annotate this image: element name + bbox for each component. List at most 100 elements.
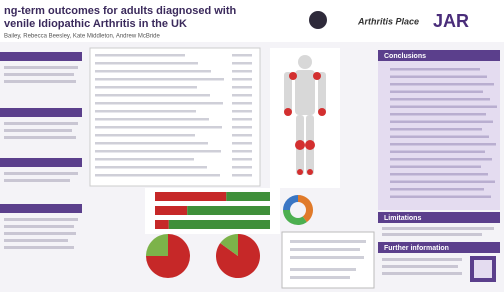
text-line — [95, 134, 195, 137]
text-line — [390, 136, 489, 139]
body-figure — [270, 48, 340, 188]
text-line — [4, 239, 68, 242]
text-line — [390, 173, 488, 176]
text-line — [390, 196, 491, 199]
text-line — [4, 232, 76, 235]
text-line — [232, 54, 252, 57]
text-line — [390, 91, 483, 94]
text-line — [95, 102, 223, 105]
section-header — [0, 158, 82, 167]
text-line — [290, 268, 356, 271]
text-line — [382, 265, 458, 268]
body-torso — [295, 70, 315, 115]
section-title: Limitations — [384, 215, 421, 222]
bar-segment — [155, 220, 169, 229]
text-line — [290, 256, 364, 259]
joint-spot — [289, 72, 297, 80]
text-line — [95, 110, 196, 113]
text-line — [95, 86, 197, 89]
text-line — [382, 227, 494, 230]
text-line — [390, 151, 485, 154]
joint-spot — [307, 169, 313, 175]
joint-spot — [318, 108, 326, 116]
text-line — [95, 94, 210, 97]
text-line — [382, 272, 462, 275]
text-line — [232, 174, 252, 177]
text-line — [4, 246, 74, 249]
donut-hole — [290, 202, 306, 218]
section-title: Further information — [384, 245, 449, 252]
text-line — [232, 166, 252, 169]
text-line — [232, 126, 252, 129]
text-line — [4, 73, 74, 76]
text-line — [390, 188, 484, 191]
text-line — [390, 68, 480, 71]
text-line — [4, 136, 76, 139]
text-line — [95, 150, 221, 153]
text-line — [95, 78, 224, 81]
text-line — [4, 225, 74, 228]
text-line — [390, 128, 482, 131]
logo: Arthritis Place — [357, 16, 419, 26]
text-line — [232, 62, 252, 65]
text-line — [382, 233, 482, 236]
text-line — [232, 86, 252, 89]
joint-spot — [297, 169, 303, 175]
text-line — [4, 172, 78, 175]
text-line — [4, 179, 70, 182]
text-line — [232, 142, 252, 145]
text-line — [290, 240, 366, 243]
joint-spot — [284, 108, 292, 116]
bar-segment — [226, 192, 270, 201]
logo-circle — [309, 11, 327, 29]
joint-spot — [295, 140, 305, 150]
text-line — [390, 83, 494, 86]
section-header — [0, 108, 82, 117]
body-head — [298, 55, 312, 69]
qr-inner — [474, 260, 492, 278]
section-header — [0, 204, 82, 213]
bar-segment — [155, 206, 187, 215]
text-line — [390, 113, 486, 116]
table-panel — [90, 48, 260, 186]
poster: ng-term outcomes for adults diagnosed wi… — [0, 0, 504, 292]
joint-spot — [305, 140, 315, 150]
title: venile Idiopathic Arthritis in the UK — [4, 18, 187, 30]
logo: JAR — [433, 11, 469, 31]
text-line — [232, 78, 252, 81]
text-line — [290, 276, 350, 279]
text-line — [390, 166, 481, 169]
text-line — [232, 70, 252, 73]
text-line — [232, 102, 252, 105]
text-line — [390, 76, 487, 79]
text-line — [232, 134, 252, 137]
text-line — [95, 118, 209, 121]
text-line — [95, 142, 208, 145]
text-line — [95, 62, 198, 65]
text-line — [232, 150, 252, 153]
text-line — [390, 143, 496, 146]
text-line — [95, 174, 220, 177]
authors: Bailey, Rebecca Beesley, Kate Middleton,… — [4, 34, 161, 40]
bar-segment — [187, 206, 270, 215]
text-line — [4, 218, 78, 221]
text-line — [4, 129, 72, 132]
text-line — [232, 110, 252, 113]
text-line — [390, 98, 490, 101]
text-line — [232, 94, 252, 97]
text-line — [232, 158, 252, 161]
text-line — [95, 126, 222, 129]
section-title: Conclusions — [384, 53, 426, 60]
text-line — [290, 248, 360, 251]
text-line — [95, 70, 211, 73]
text-line — [390, 106, 497, 109]
text-line — [4, 66, 78, 69]
text-line — [95, 166, 207, 169]
text-line — [390, 121, 493, 124]
text-line — [95, 158, 194, 161]
bar-segment — [155, 192, 226, 201]
text-line — [232, 118, 252, 121]
poster-canvas: ng-term outcomes for adults diagnosed wi… — [0, 0, 504, 292]
text-line — [95, 54, 185, 57]
title: ng-term outcomes for adults diagnosed wi… — [4, 5, 237, 17]
